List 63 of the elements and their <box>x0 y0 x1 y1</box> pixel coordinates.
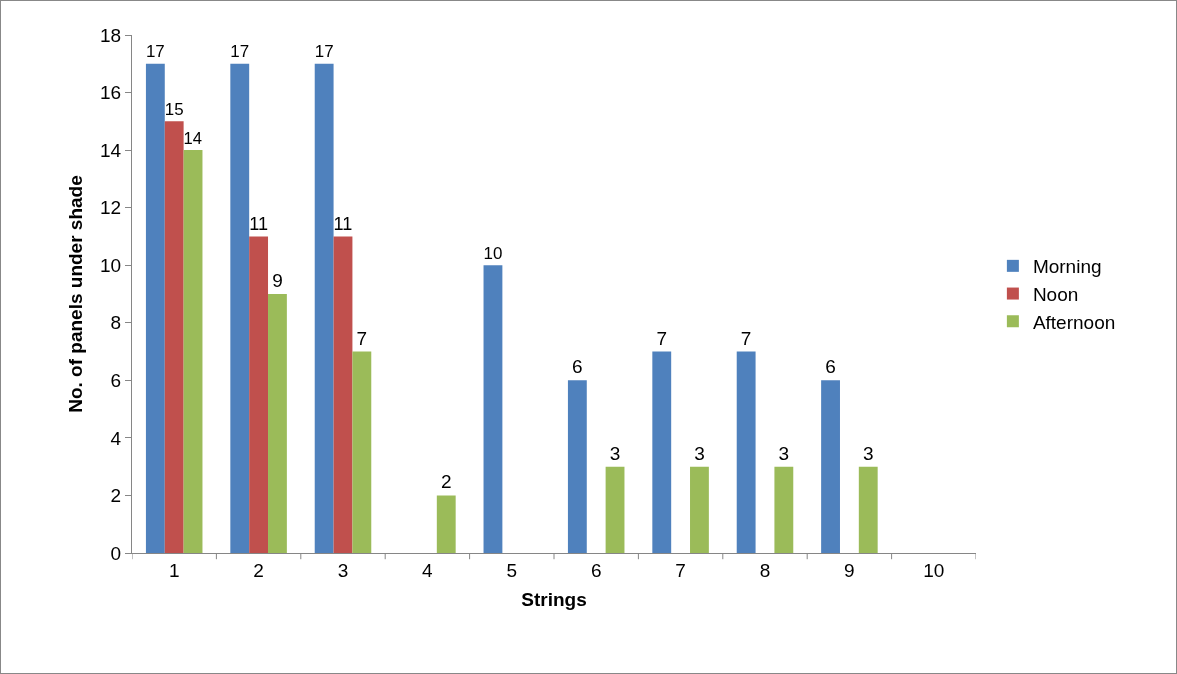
data-label: 7 <box>740 327 752 349</box>
data-label: 3 <box>694 442 705 464</box>
data-label: 2 <box>440 471 452 493</box>
y-tick-label: 18 <box>100 24 122 46</box>
bar <box>164 121 184 553</box>
bar <box>333 236 353 553</box>
y-tick-label: 12 <box>100 197 122 219</box>
bar <box>230 63 250 553</box>
data-label: 17 <box>314 42 334 62</box>
data-label: 3 <box>609 442 621 464</box>
data-label: 9 <box>272 270 283 291</box>
x-tick-label: 10 <box>923 559 945 581</box>
bar <box>352 351 372 553</box>
bar <box>483 265 503 553</box>
data-label: 7 <box>356 327 368 349</box>
data-label: 15 <box>164 99 184 119</box>
y-tick-label: 0 <box>110 542 122 564</box>
bar <box>314 63 334 553</box>
x-tick-label: 1 <box>168 559 180 581</box>
x-tick-label: 2 <box>253 559 264 581</box>
data-label: 6 <box>825 356 836 378</box>
bar <box>436 495 456 553</box>
bar <box>821 380 840 553</box>
data-label: 17 <box>230 42 250 62</box>
y-tick-label: 14 <box>100 139 122 161</box>
bar <box>183 150 203 553</box>
x-tick-label: 3 <box>337 559 349 581</box>
data-label: 11 <box>333 213 353 234</box>
x-axis-title: Strings <box>521 588 587 610</box>
data-label: 7 <box>656 327 668 349</box>
y-axis-title: No. of panels under shade <box>64 175 86 413</box>
data-label: 3 <box>862 442 874 464</box>
data-label: 17 <box>145 42 165 62</box>
x-tick-label: 4 <box>422 559 434 581</box>
y-tick-label: 8 <box>110 312 122 334</box>
x-tick-label: 9 <box>844 559 855 581</box>
bar <box>567 380 587 553</box>
data-label: 11 <box>249 213 269 234</box>
y-tick-label: 4 <box>110 427 122 449</box>
y-tick-label: 10 <box>100 254 122 276</box>
bar <box>690 466 709 553</box>
y-tick-label: 2 <box>110 485 122 507</box>
data-label: 6 <box>572 356 583 378</box>
x-tick-label: 8 <box>759 559 771 581</box>
legend-label: Morning <box>1032 256 1102 278</box>
bar <box>249 236 269 553</box>
y-tick-label: 16 <box>100 82 122 104</box>
data-label: 14 <box>183 128 203 148</box>
x-tick-label: 5 <box>506 559 518 581</box>
bar <box>268 294 287 553</box>
y-tick-label: 6 <box>110 369 122 391</box>
bar <box>774 466 794 553</box>
x-tick-label: 7 <box>675 559 686 581</box>
bar <box>605 466 625 553</box>
legend-label: Noon <box>1032 283 1079 305</box>
data-label: 10 <box>483 243 503 263</box>
data-label: 3 <box>778 442 790 464</box>
x-tick-label: 6 <box>590 559 602 581</box>
bar <box>652 351 672 553</box>
legend-label: Afternoon <box>1032 311 1116 333</box>
bar <box>858 466 878 553</box>
bar <box>145 63 165 553</box>
bar <box>736 351 756 553</box>
